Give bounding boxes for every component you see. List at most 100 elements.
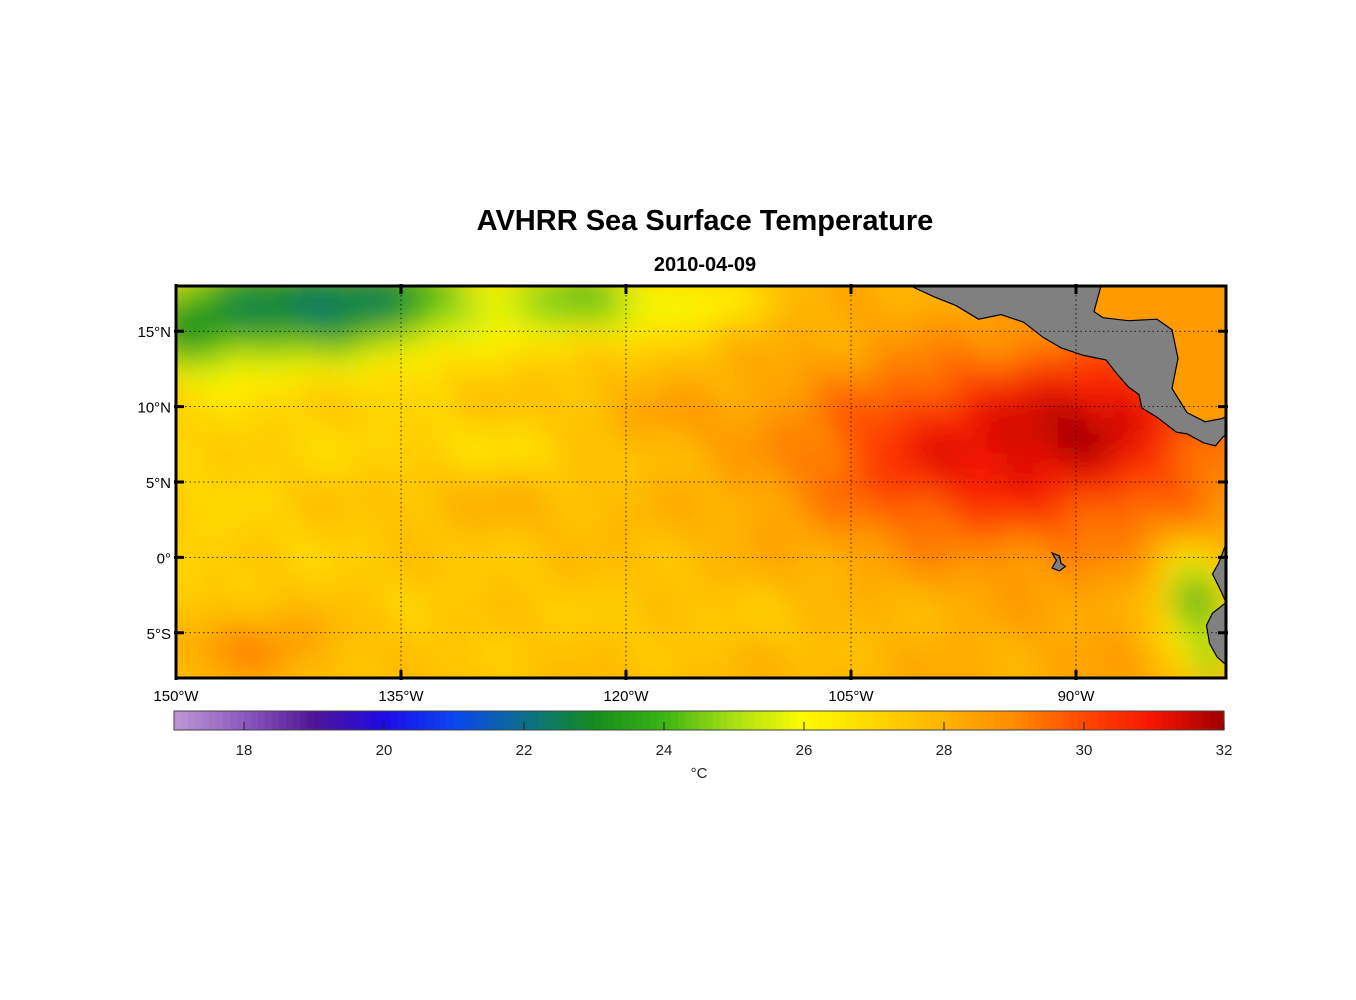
sst-cell <box>750 552 765 567</box>
lat-tick-label: 10°N <box>137 400 171 417</box>
colorbar-segment <box>748 711 756 730</box>
sst-cell <box>932 300 947 315</box>
sst-cell <box>554 356 569 371</box>
sst-cell <box>848 580 863 595</box>
sst-cell <box>428 300 443 315</box>
sst-cell <box>820 300 835 315</box>
sst-cell <box>918 636 933 651</box>
sst-cell <box>1142 664 1157 678</box>
sst-cell <box>512 398 527 413</box>
sst-cell <box>638 426 653 441</box>
sst-cell <box>1170 580 1185 595</box>
sst-cell <box>512 426 527 441</box>
sst-cell <box>204 496 219 511</box>
sst-cell <box>1184 594 1199 609</box>
sst-cell <box>554 328 569 343</box>
sst-cell <box>890 342 905 357</box>
sst-cell <box>358 286 373 301</box>
sst-cell <box>526 636 541 651</box>
sst-cell <box>204 440 219 455</box>
sst-cell <box>582 356 597 371</box>
sst-cell <box>624 426 639 441</box>
sst-cell <box>540 538 555 553</box>
sst-cell <box>778 650 793 665</box>
sst-cell <box>386 650 401 665</box>
sst-cell <box>974 412 989 427</box>
sst-cell <box>414 636 429 651</box>
sst-cell <box>498 370 513 385</box>
sst-cell <box>526 370 541 385</box>
sst-cell <box>1072 538 1087 553</box>
sst-cell <box>190 286 205 301</box>
sst-cell <box>470 384 485 399</box>
sst-cell <box>512 482 527 497</box>
colorbar-segment <box>447 711 455 730</box>
sst-cell <box>890 286 905 301</box>
sst-cell <box>260 300 275 315</box>
sst-cell <box>946 566 961 581</box>
sst-cell <box>414 370 429 385</box>
sst-cell <box>274 552 289 567</box>
sst-cell <box>1058 622 1073 637</box>
sst-cell <box>204 566 219 581</box>
sst-cell <box>582 650 597 665</box>
sst-cell <box>736 650 751 665</box>
colorbar-segment <box>251 711 259 730</box>
sst-cell <box>1002 566 1017 581</box>
sst-cell <box>1114 482 1129 497</box>
sst-cell <box>834 384 849 399</box>
sst-cell <box>1114 440 1129 455</box>
colorbar-segment <box>594 711 602 730</box>
sst-cell <box>890 622 905 637</box>
sst-cell <box>358 300 373 315</box>
sst-cell <box>904 356 919 371</box>
sst-cell <box>582 552 597 567</box>
sst-cell <box>1086 636 1101 651</box>
sst-cell <box>1226 454 1241 469</box>
sst-cell <box>330 398 345 413</box>
sst-cell <box>834 328 849 343</box>
sst-cell <box>316 384 331 399</box>
sst-cell <box>498 440 513 455</box>
sst-cell <box>988 468 1003 483</box>
sst-cell <box>694 370 709 385</box>
sst-cell <box>330 650 345 665</box>
colorbar-segment <box>811 711 819 730</box>
sst-cell <box>190 538 205 553</box>
sst-cell <box>876 300 891 315</box>
sst-cell <box>848 398 863 413</box>
sst-cell <box>246 580 261 595</box>
sst-cell <box>232 650 247 665</box>
sst-cell <box>288 314 303 329</box>
sst-cell <box>568 664 583 678</box>
colorbar-segment <box>909 711 917 730</box>
sst-cell <box>1226 622 1241 637</box>
colorbar-segment <box>426 711 434 730</box>
colorbar-segment <box>1168 711 1176 730</box>
sst-cell <box>218 384 233 399</box>
sst-cell <box>890 538 905 553</box>
sst-cell <box>274 314 289 329</box>
sst-cell <box>890 482 905 497</box>
sst-cell <box>1016 384 1031 399</box>
sst-cell <box>1030 608 1045 623</box>
sst-cell <box>260 440 275 455</box>
sst-cell <box>442 468 457 483</box>
sst-cell <box>1016 580 1031 595</box>
sst-cell <box>1044 538 1059 553</box>
sst-cell <box>946 622 961 637</box>
sst-cell <box>764 412 779 427</box>
sst-cell <box>302 552 317 567</box>
sst-cell <box>680 356 695 371</box>
sst-cell <box>218 496 233 511</box>
sst-cell <box>232 552 247 567</box>
sst-cell <box>904 622 919 637</box>
sst-cell <box>708 342 723 357</box>
sst-cell <box>652 622 667 637</box>
sst-cell <box>596 384 611 399</box>
sst-cell <box>946 678 961 693</box>
galapagos-islands <box>1050 551 1067 572</box>
sst-cell <box>666 286 681 301</box>
sst-cell <box>1100 384 1115 399</box>
sst-cell <box>1156 538 1171 553</box>
